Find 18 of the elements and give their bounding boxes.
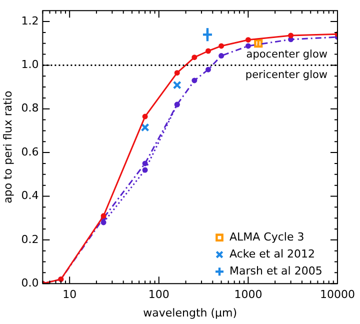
x-tick-label: 100 xyxy=(148,288,170,302)
annotation: apocenter glow xyxy=(246,48,328,61)
y-tick-label: 0.4 xyxy=(21,189,39,202)
x-tick-label: 10 xyxy=(62,288,77,302)
y-tick-label: 0.2 xyxy=(21,232,39,246)
y-tick-label: 1.2 xyxy=(21,14,39,28)
x-tick-label: 10000 xyxy=(320,288,356,302)
annotation: pericenter glow xyxy=(245,69,328,82)
x-axis-title: wavelength (μm) xyxy=(143,306,238,320)
y-tick-label: 0.8 xyxy=(21,102,39,115)
y-tick-label: 1.0 xyxy=(21,58,39,72)
legend-label: Marsh et al 2005 xyxy=(230,264,322,278)
y-axis-title: apo to peri flux ratio xyxy=(1,90,14,204)
y-tick-label: 0.6 xyxy=(21,145,39,158)
y-tick-label: 0.0 xyxy=(21,276,39,290)
x-tick-label: 1000 xyxy=(234,288,262,302)
legend-label: ALMA Cycle 3 xyxy=(230,230,304,244)
legend-label: Acke et al 2012 xyxy=(230,247,316,260)
